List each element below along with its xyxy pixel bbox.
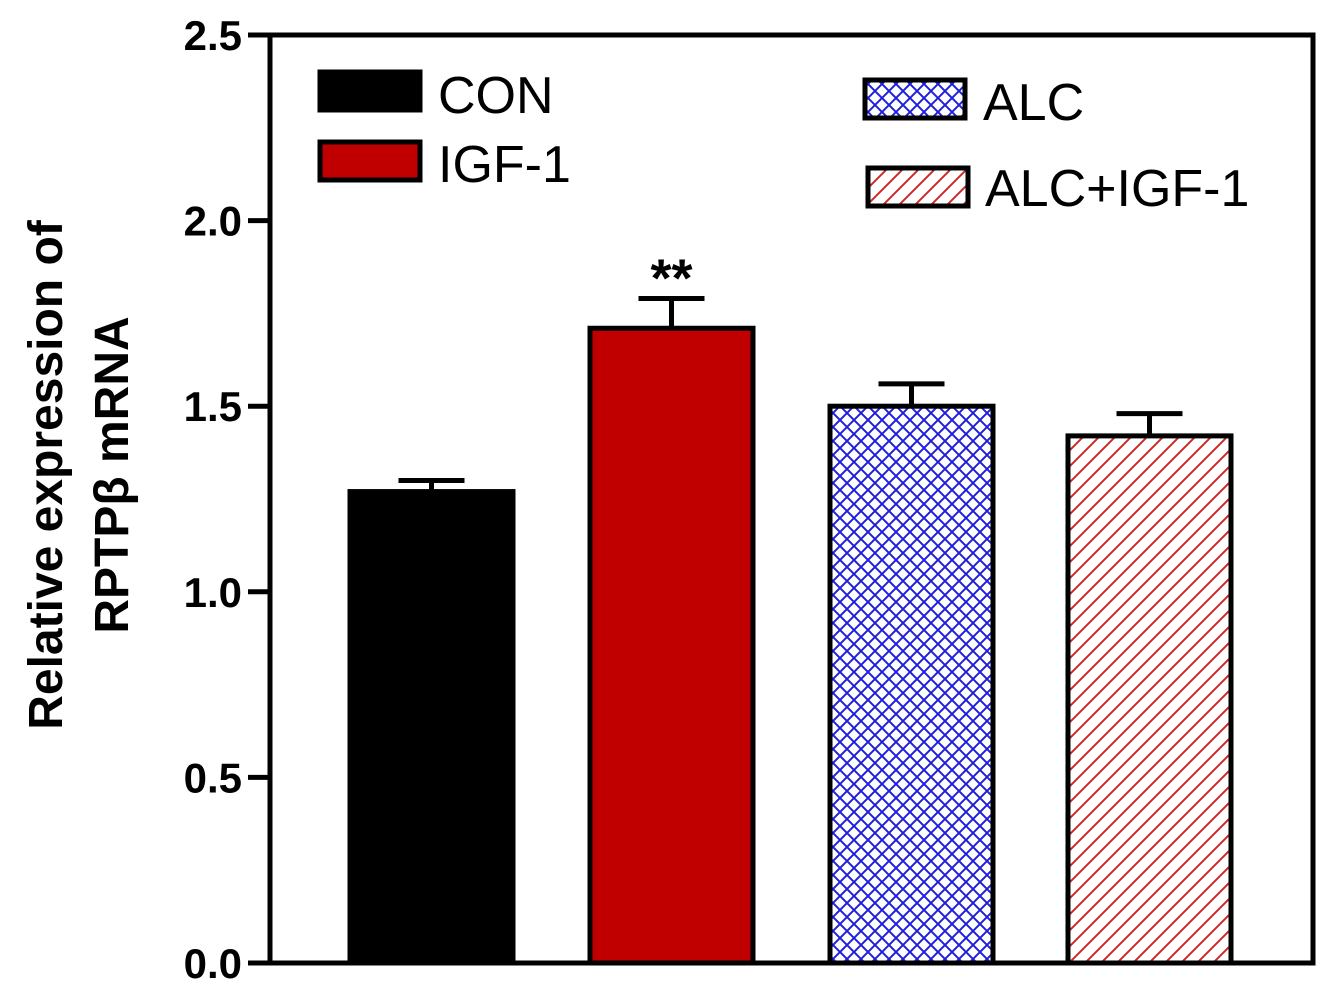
plot-frame bbox=[267, 32, 1316, 966]
bars-group: ** bbox=[347, 249, 1234, 966]
legend-label: ALC+IGF-1 bbox=[985, 160, 1249, 218]
y-axis-label-line2: RPTPβ mRNA bbox=[86, 316, 139, 633]
legend: CON IGF-1 ALC ALC+IGF-1 bbox=[317, 67, 1249, 218]
bar-igf-1 bbox=[587, 325, 756, 966]
legend-swatch bbox=[862, 77, 968, 121]
bar-alc-igf-1 bbox=[1065, 433, 1234, 966]
bar-alc bbox=[827, 403, 996, 966]
legend-swatch bbox=[865, 165, 971, 209]
legend-label: CON bbox=[438, 67, 554, 125]
significance-marker: ** bbox=[650, 249, 692, 309]
legend-label: ALC bbox=[983, 74, 1084, 132]
y-axis-label-line1: Relative expression of bbox=[20, 219, 73, 730]
legend-swatch bbox=[317, 139, 423, 183]
y-tick-label: 1.5 bbox=[184, 383, 242, 430]
y-axis-ticks: 0.0 0.5 1.0 1.5 2.0 2.5 bbox=[184, 12, 270, 987]
y-tick-label: 2.5 bbox=[184, 12, 242, 59]
y-tick-label: 2.0 bbox=[184, 198, 242, 245]
y-tick-label: 1.0 bbox=[184, 569, 242, 616]
legend-label: IGF-1 bbox=[438, 136, 571, 194]
legend-swatch bbox=[317, 69, 423, 113]
y-tick-label: 0.5 bbox=[184, 754, 242, 801]
y-tick-label: 0.0 bbox=[184, 940, 242, 987]
bar-con bbox=[347, 489, 516, 966]
